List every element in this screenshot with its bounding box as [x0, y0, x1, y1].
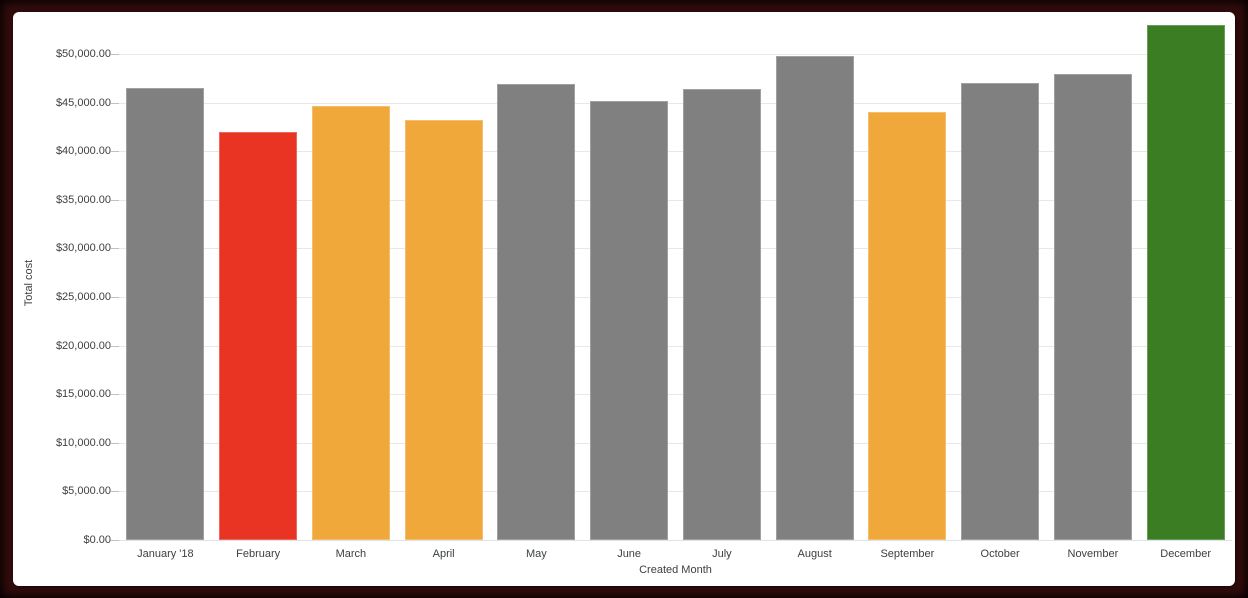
x-tick-label: December — [1160, 548, 1211, 560]
x-tick-label: January '18 — [137, 548, 194, 560]
y-tick-label: $40,000.00 — [55, 145, 111, 158]
y-tick-label: $5,000.00 — [62, 485, 111, 498]
y-tick-mark — [111, 199, 119, 201]
y-tick-mark — [111, 540, 119, 541]
y-tick-mark — [111, 345, 119, 347]
gridline — [119, 394, 1232, 396]
bar-october[interactable] — [961, 83, 1040, 540]
x-tick-label: May — [525, 548, 547, 560]
gridline — [119, 102, 1232, 104]
chart-canvas: Total cost $0.00 $5,000.00 $10,000.00 $15,0… — [13, 12, 1235, 586]
bar-november[interactable] — [1053, 73, 1132, 540]
x-axis-line — [119, 540, 1232, 541]
x-tick-label: March — [335, 548, 367, 560]
x-tick-label: September — [880, 548, 935, 560]
y-tick-mark — [111, 394, 119, 396]
y-tick-label: $15,000.00 — [55, 388, 111, 401]
gridline — [119, 151, 1232, 153]
gridline — [119, 54, 1232, 56]
bar-july[interactable] — [682, 89, 761, 540]
x-tick-label: April — [432, 548, 455, 560]
bar-september[interactable] — [868, 112, 947, 540]
y-tick-mark — [111, 248, 119, 250]
x-tick-label: November — [1067, 548, 1119, 560]
y-tick-label: $45,000.00 — [55, 96, 111, 109]
x-tick-label: July — [712, 548, 732, 560]
bar-august[interactable] — [775, 56, 854, 540]
y-tick-label: $20,000.00 — [55, 339, 111, 352]
y-tick-mark — [111, 491, 119, 493]
bar-april[interactable] — [404, 120, 483, 540]
bar-december[interactable] — [1146, 25, 1225, 540]
bar-may[interactable] — [497, 84, 576, 540]
y-tick-label: $35,000.00 — [55, 193, 111, 206]
bar-february[interactable] — [219, 131, 298, 540]
gridline — [119, 248, 1232, 250]
x-axis-title: Created Month — [639, 564, 712, 576]
gridline — [119, 442, 1232, 444]
y-tick-label: $0.00 — [83, 534, 111, 546]
bar-march[interactable] — [311, 105, 390, 540]
plot-area — [111, 25, 1232, 541]
bar-january-18[interactable] — [126, 88, 205, 540]
y-tick-mark — [111, 102, 119, 104]
gridline — [119, 199, 1232, 201]
x-tick-label: June — [617, 548, 642, 560]
y-tick-mark — [111, 297, 119, 299]
bar-june[interactable] — [590, 100, 669, 540]
y-tick-label: $25,000.00 — [55, 291, 111, 304]
y-tick-label: $50,000.00 — [55, 48, 111, 61]
y-tick-mark — [111, 54, 119, 56]
x-tick-label: October — [980, 548, 1020, 560]
gridline — [119, 345, 1232, 347]
gridline — [119, 297, 1232, 299]
y-tick-mark — [111, 442, 119, 444]
y-tick-label: $30,000.00 — [55, 242, 111, 255]
x-tick-label: February — [236, 548, 281, 560]
gridline — [119, 491, 1232, 493]
y-tick-label: $10,000.00 — [55, 436, 111, 449]
y-tick-mark — [111, 151, 119, 153]
x-tick-label: August — [797, 548, 832, 560]
